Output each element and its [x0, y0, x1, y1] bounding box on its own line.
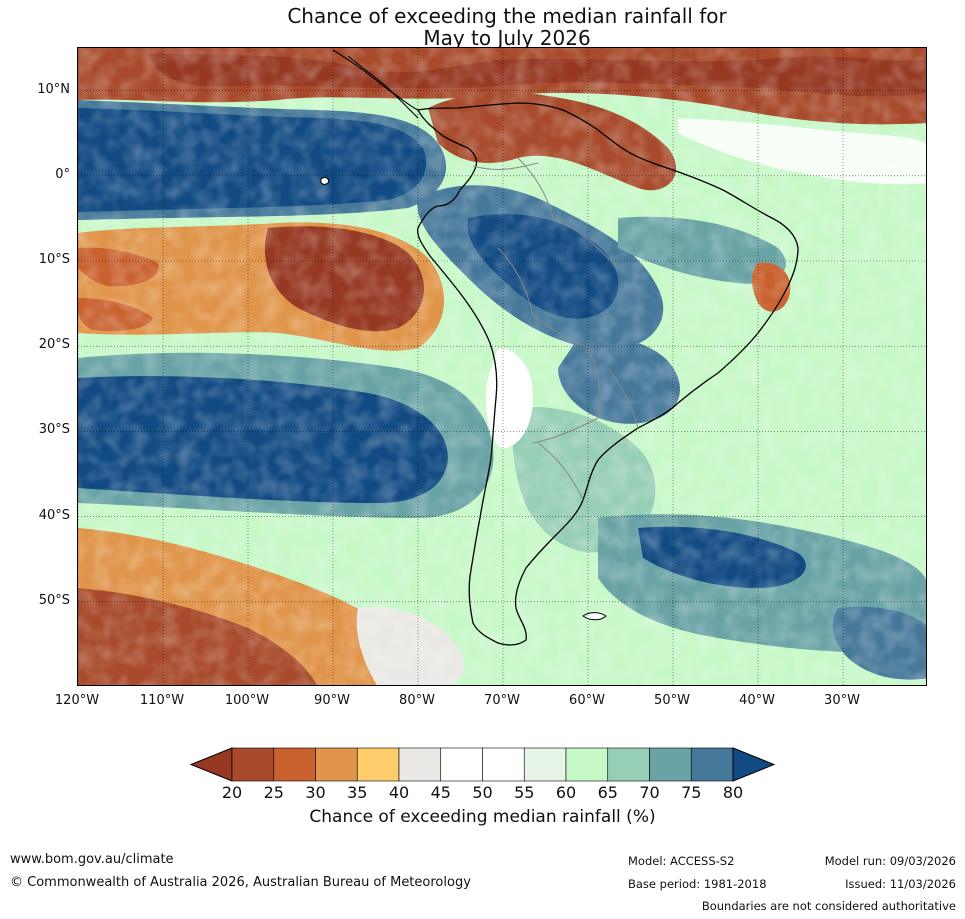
colorbar-tick-label: 20: [221, 783, 243, 802]
colorbar-tick-label: 55: [514, 783, 535, 802]
colorbar-tick-label: 25: [263, 783, 284, 802]
colorbar-segment: [440, 747, 483, 782]
colorbar-tick-label: 80: [722, 783, 744, 802]
footer-base-period: Base period: 1981-2018: [628, 877, 767, 891]
lon-label: 100°W: [224, 693, 270, 708]
central-america-coastline-south: [347, 55, 419, 119]
colorbar-tick-label: 30: [305, 783, 326, 802]
central-america-coastline: [332, 49, 419, 111]
colorbar-segment: [523, 747, 567, 782]
colorbar-tick-label: 70: [639, 783, 660, 802]
colorbar-segment: [398, 747, 442, 782]
lat-label: 20°S: [38, 337, 70, 353]
footer-disclaimer: Boundaries are not considered authoritat…: [701, 899, 956, 913]
footer-model: Model: ACCESS-S2: [628, 854, 735, 868]
colorbar-label: Chance of exceeding median rainfall (%): [309, 807, 656, 827]
colorbar: [190, 747, 775, 782]
footer-url[interactable]: www.bom.gov.au/climate: [10, 852, 174, 867]
lon-label: 50°W: [654, 693, 690, 708]
lat-label: 0°: [55, 166, 70, 182]
lat-label: 50°S: [38, 592, 70, 608]
lat-label: 30°S: [38, 422, 70, 438]
colorbar-segment: [356, 747, 400, 782]
lat-label: 10°N: [37, 81, 70, 97]
lon-label: 60°W: [569, 693, 605, 708]
colorbar-tick-label: 60: [555, 783, 577, 802]
field-texture: [78, 48, 926, 685]
colorbar-segment: [482, 747, 525, 782]
lon-label: 30°W: [824, 693, 860, 708]
colorbar-segment: [607, 747, 650, 782]
lat-label: 10°S: [38, 252, 70, 267]
colorbar-segment: [231, 747, 275, 782]
colorbar-under-arrow: [190, 747, 233, 782]
lon-label: 110°W: [139, 693, 185, 708]
falkland-islands: [582, 612, 607, 621]
country-borders: [472, 157, 639, 501]
lon-label: 120°W: [54, 693, 100, 708]
footer-model-run: Model run: 09/03/2026: [824, 854, 956, 868]
lon-label: 90°W: [314, 693, 350, 708]
lon-label: 40°W: [739, 693, 775, 708]
lon-label: 80°W: [399, 693, 435, 708]
colorbar-tick-label: 35: [347, 783, 368, 802]
lat-label: 40°S: [38, 507, 70, 523]
colorbar-tick-label: 50: [472, 783, 493, 802]
colorbar-tick-label: 45: [430, 783, 451, 802]
colorbar-tick-label: 40: [388, 783, 410, 802]
rainfall-map: [77, 47, 927, 686]
footer-copyright: © Commonwealth of Australia 2026, Austra…: [10, 875, 471, 890]
colorbar-tick-label: 65: [597, 783, 618, 802]
colorbar-segment: [565, 747, 609, 782]
lon-label: 70°W: [484, 693, 520, 708]
map-title-line2: May to July 2026: [423, 26, 591, 50]
colorbar-segment: [649, 747, 692, 782]
colorbar-segment: [315, 747, 358, 782]
footer-issued: Issued: 11/03/2026: [845, 877, 956, 891]
colorbar-over-arrow: [732, 747, 775, 782]
colorbar-segment: [273, 747, 316, 782]
rainfall-map-canvas: [78, 48, 926, 685]
colorbar-tick-label: 75: [681, 783, 702, 802]
colorbar-segment: [690, 747, 734, 782]
map-title-line1: Chance of exceeding the median rainfall …: [287, 4, 727, 28]
galapagos-islands: [320, 177, 329, 185]
